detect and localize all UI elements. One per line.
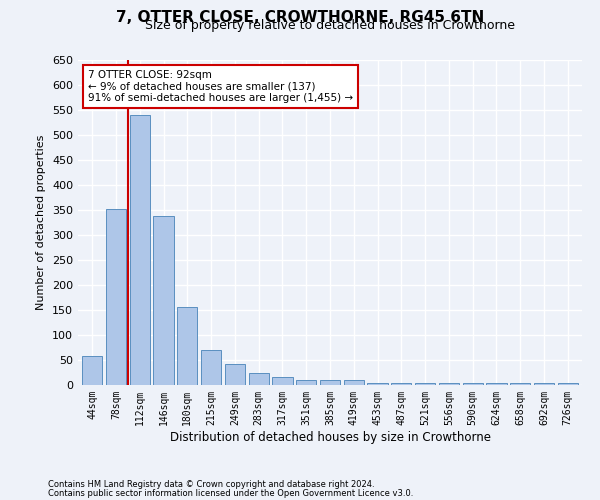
Text: 7 OTTER CLOSE: 92sqm
← 9% of detached houses are smaller (137)
91% of semi-detac: 7 OTTER CLOSE: 92sqm ← 9% of detached ho… [88, 70, 353, 103]
Title: Size of property relative to detached houses in Crowthorne: Size of property relative to detached ho… [145, 20, 515, 32]
Bar [296, 380, 316, 385]
Text: 7, OTTER CLOSE, CROWTHORNE, RG45 6TN: 7, OTTER CLOSE, CROWTHORNE, RG45 6TN [116, 10, 484, 25]
Bar [154, 216, 173, 385]
Text: Contains HM Land Registry data © Crown copyright and database right 2024.: Contains HM Land Registry data © Crown c… [48, 480, 374, 489]
Bar [367, 382, 388, 385]
Text: Contains public sector information licensed under the Open Government Licence v3: Contains public sector information licen… [48, 488, 413, 498]
Bar [106, 208, 126, 385]
Bar [439, 382, 459, 385]
Bar [557, 382, 578, 385]
X-axis label: Distribution of detached houses by size in Crowthorne: Distribution of detached houses by size … [170, 430, 491, 444]
Bar [272, 376, 293, 385]
Bar [391, 382, 412, 385]
Bar [487, 382, 506, 385]
Bar [130, 115, 150, 385]
Bar [201, 350, 221, 385]
Bar [463, 382, 483, 385]
Bar [177, 306, 197, 385]
Bar [320, 380, 340, 385]
Bar [225, 364, 245, 385]
Bar [534, 382, 554, 385]
Bar [82, 356, 103, 385]
Bar [248, 372, 269, 385]
Bar [415, 382, 435, 385]
Bar [344, 380, 364, 385]
Bar [510, 382, 530, 385]
Y-axis label: Number of detached properties: Number of detached properties [37, 135, 46, 310]
